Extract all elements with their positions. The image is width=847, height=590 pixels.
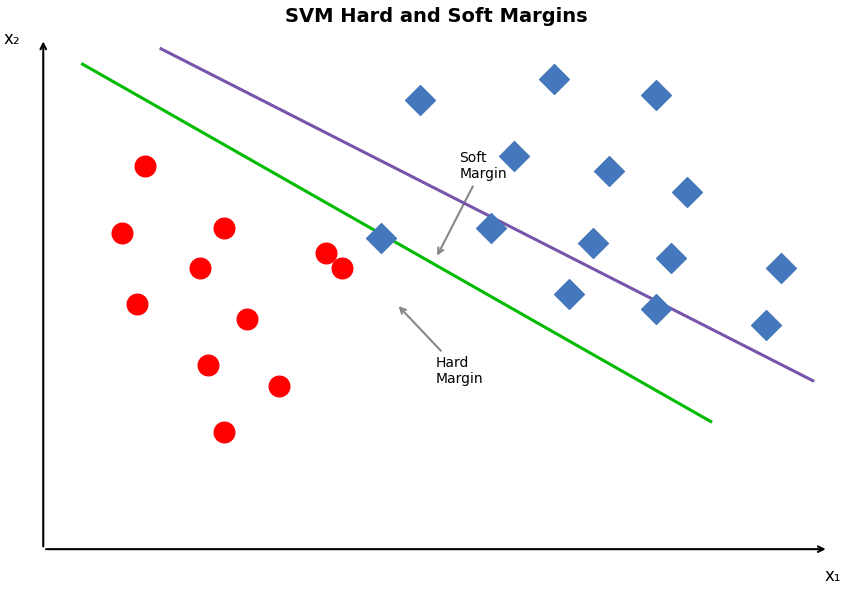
Text: x₁: x₁	[824, 567, 841, 585]
Point	[202, 360, 215, 370]
Point	[217, 427, 230, 437]
Point	[413, 95, 427, 104]
Point	[130, 299, 144, 309]
Text: Soft
Margin: Soft Margin	[438, 151, 507, 254]
Point	[665, 254, 678, 263]
Point	[484, 223, 498, 232]
Point	[586, 238, 600, 248]
Point	[217, 223, 230, 232]
Point	[775, 264, 789, 273]
Point	[374, 233, 388, 242]
Point	[139, 162, 152, 171]
Text: x₂: x₂	[3, 30, 19, 48]
Text: Hard
Margin: Hard Margin	[400, 308, 484, 386]
Point	[335, 264, 348, 273]
Point	[547, 75, 561, 84]
Point	[319, 248, 333, 258]
Point	[649, 304, 662, 314]
Point	[193, 264, 207, 273]
Point	[759, 320, 772, 329]
Point	[562, 289, 576, 299]
Point	[680, 187, 694, 196]
Point	[241, 314, 254, 324]
Point	[649, 90, 662, 100]
Point	[507, 151, 521, 160]
Point	[272, 381, 285, 391]
Title: SVM Hard and Soft Margins: SVM Hard and Soft Margins	[285, 7, 587, 26]
Point	[115, 228, 129, 237]
Point	[602, 166, 616, 176]
